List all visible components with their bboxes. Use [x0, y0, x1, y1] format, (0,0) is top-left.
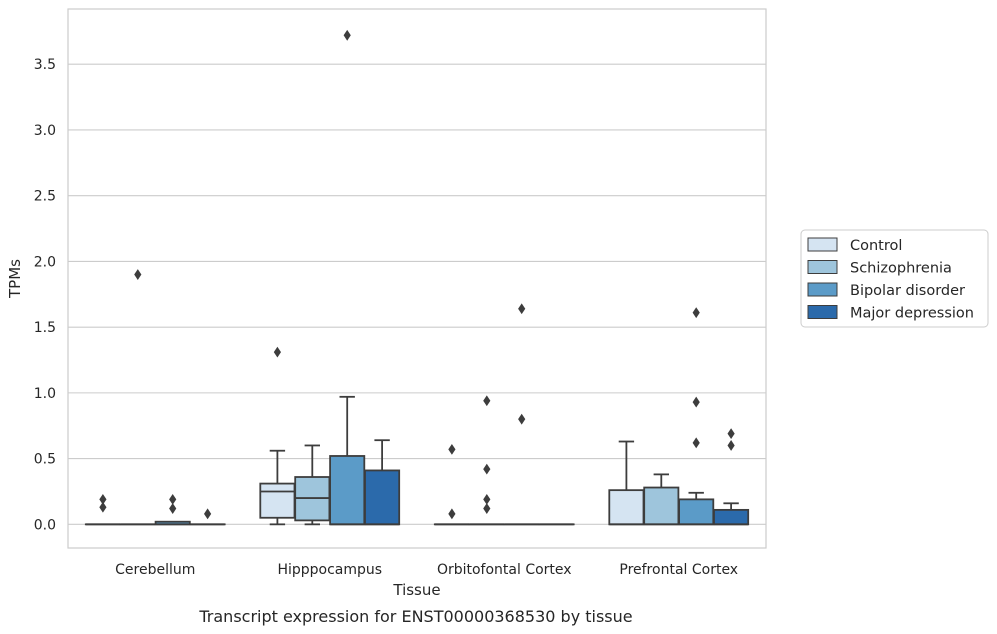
box-body	[678, 498, 715, 526]
chart-caption: Transcript expression for ENST0000036853…	[198, 607, 632, 626]
plot-area-frame	[67, 8, 767, 549]
outlier-point	[273, 346, 281, 358]
outlier-point	[518, 413, 526, 425]
outlier-point	[692, 437, 700, 449]
box-body	[713, 508, 750, 526]
y-axis-ticks: 0.0 0.5 1.0 1.5 2.0 2.5 3.0 3.5	[34, 57, 56, 533]
outlier-point	[483, 503, 491, 514]
boxes	[84, 29, 750, 526]
outlier-point	[99, 501, 107, 513]
box-0-2	[154, 493, 191, 526]
y-axis-title: TPMs	[6, 259, 24, 299]
y-tick-label: 3.0	[34, 123, 56, 139]
outlier-point	[483, 493, 491, 505]
box-2-1	[468, 395, 505, 526]
x-tick-label: Cerebellum	[115, 562, 195, 578]
outlier-point	[169, 493, 177, 505]
box-0-0	[84, 493, 121, 526]
box-0-3	[189, 508, 226, 526]
legend-label: Bipolar disorder	[850, 283, 965, 299]
outlier-point	[134, 269, 142, 280]
outlier-point	[692, 396, 700, 408]
y-tick-label: 0.5	[34, 452, 56, 468]
legend-frame	[800, 229, 989, 328]
box-1-3	[364, 439, 401, 526]
outlier-point	[99, 493, 107, 505]
x-tick-label: Prefrontal Cortex	[619, 562, 738, 578]
box-3-0	[608, 440, 645, 526]
x-axis-title: Tissue	[392, 581, 440, 599]
box-0-1	[119, 269, 156, 526]
box-body	[608, 489, 645, 526]
box-3-3	[713, 428, 750, 526]
outlier-point	[169, 503, 177, 514]
legend-label: Schizophrenia	[850, 261, 952, 277]
box-2-2	[503, 303, 540, 526]
box-1-1	[294, 444, 331, 526]
outlier-point	[483, 463, 491, 475]
outlier-point	[204, 508, 212, 520]
outlier-point	[727, 428, 735, 440]
box-3-1	[643, 473, 680, 526]
box-2-0	[433, 444, 470, 526]
legend: Control Schizophrenia Bipolar disorder Majo…	[800, 229, 989, 328]
y-tick-label: 3.5	[34, 57, 56, 73]
outlier-point	[343, 29, 351, 41]
box-body	[643, 486, 680, 526]
legend-swatch	[807, 305, 838, 319]
outlier-point	[448, 444, 456, 455]
box-body	[259, 482, 296, 519]
y-tick-label: 1.5	[34, 320, 56, 336]
x-axis-ticks: Cerebellum Hipppocampus Orbitofontal Corte…	[115, 562, 738, 578]
legend-swatch	[807, 237, 838, 252]
box-body	[364, 469, 401, 526]
y-tick-label: 2.5	[34, 189, 56, 205]
x-tick-label: Orbitofontal Cortex	[437, 562, 572, 578]
box-body	[329, 455, 366, 526]
outlier-point	[727, 440, 735, 451]
outlier-point	[448, 508, 456, 520]
outlier-point	[518, 303, 526, 315]
box-3-2	[678, 307, 715, 526]
outlier-point	[692, 307, 700, 319]
box-1-2	[329, 29, 366, 526]
legend-label: Control	[850, 238, 902, 254]
y-tick-label: 2.0	[34, 254, 56, 270]
y-tick-label: 0.0	[34, 517, 56, 533]
legend-swatch	[807, 282, 838, 297]
legend-swatch	[807, 260, 838, 274]
gridlines	[68, 63, 766, 525]
y-tick-label: 1.0	[34, 386, 56, 402]
box-1-0	[259, 346, 296, 526]
x-tick-label: Hipppocampus	[277, 562, 382, 578]
outlier-point	[483, 395, 491, 407]
legend-label: Major depression	[850, 306, 974, 322]
